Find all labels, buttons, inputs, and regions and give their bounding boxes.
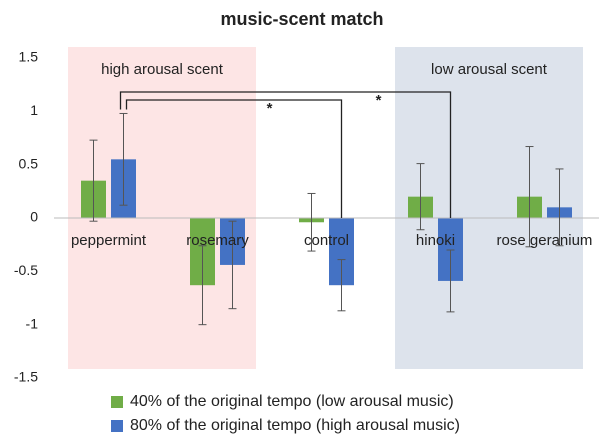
y-tick-label: 1: [30, 102, 38, 118]
y-tick-label: -0.5: [14, 262, 38, 278]
legend-label: 40% of the original tempo (low arousal m…: [130, 393, 454, 410]
error-bar: [416, 163, 425, 231]
x-tick-label: rosemary: [186, 232, 249, 249]
y-tick-label: -1.5: [14, 369, 38, 385]
error-bar: [89, 139, 98, 222]
x-tick-label: peppermint: [71, 232, 147, 249]
y-tick-label: 0.5: [19, 155, 39, 171]
significance-bracket: [119, 91, 452, 218]
y-tick-label: -1: [26, 315, 39, 331]
error-bar: [198, 245, 207, 326]
legend-swatch: [111, 396, 123, 408]
error-bar: [119, 112, 128, 206]
significance-bracket: [125, 99, 343, 218]
legend-label: 80% of the original tempo (high arousal …: [130, 417, 460, 434]
chart-title: music-scent match: [220, 9, 383, 29]
y-tick-label: 1.5: [19, 49, 39, 65]
x-tick-label: rose geranium: [497, 232, 593, 249]
region-label: low arousal scent: [431, 61, 548, 78]
legend-swatch: [111, 420, 123, 432]
x-tick-label: control: [304, 232, 349, 249]
error-bar: [525, 146, 534, 248]
significance-label: *: [267, 100, 273, 117]
x-tick-label: hinoki: [416, 232, 455, 249]
error-bar: [337, 259, 346, 312]
y-tick-label: 0: [30, 209, 38, 225]
significance-label: *: [376, 92, 382, 109]
error-bar: [555, 168, 564, 247]
error-bar: [307, 192, 316, 252]
region-label: high arousal scent: [101, 61, 224, 78]
error-bar: [446, 249, 455, 313]
error-bar: [228, 220, 237, 310]
